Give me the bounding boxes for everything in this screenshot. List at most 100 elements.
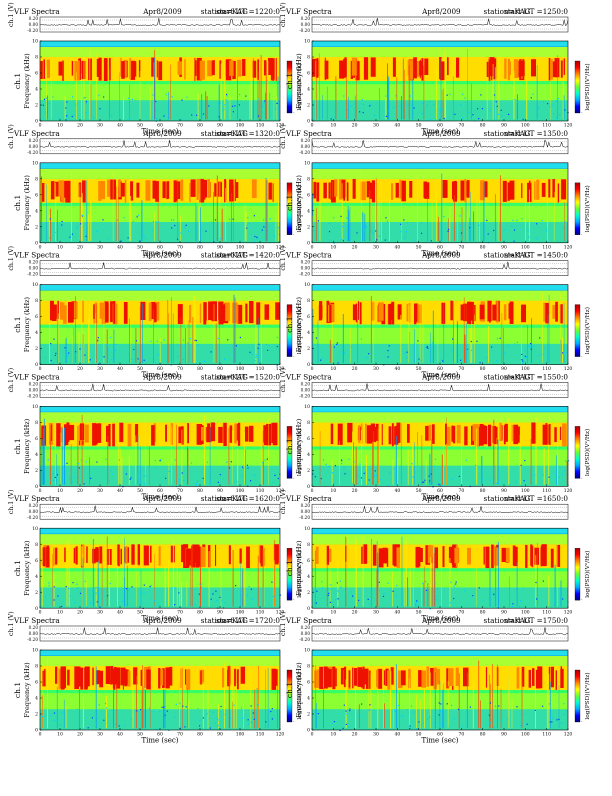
x-axis-label: Time (sec) — [421, 128, 458, 136]
emission-patch — [69, 424, 75, 441]
noise-speckle — [336, 342, 339, 344]
cutoff-band-layer — [312, 162, 568, 169]
noise-speckle — [248, 586, 250, 588]
noise-speckle — [50, 343, 52, 345]
x-tick-label: 60 — [437, 244, 443, 250]
emission-patch — [467, 547, 471, 565]
emission-patch — [513, 546, 518, 567]
noise-speckle — [349, 710, 351, 712]
emission-patch — [439, 57, 442, 80]
emission-patch — [151, 425, 155, 446]
noise-speckle — [334, 116, 336, 118]
emission-patch — [92, 423, 97, 446]
emission-patch — [186, 669, 191, 690]
noise-speckle — [97, 341, 99, 343]
noise-speckle — [565, 460, 567, 462]
noise-speckle — [352, 595, 354, 597]
noise-speckle — [118, 725, 120, 727]
noise-speckle — [197, 708, 199, 710]
noise-speckle — [429, 608, 431, 610]
noise-speckle — [469, 227, 471, 229]
emission-patch — [414, 303, 417, 325]
emission-patch — [119, 183, 125, 197]
y-tick-label: 0 — [307, 484, 310, 490]
noise-speckle — [521, 353, 523, 356]
noise-speckle — [532, 93, 534, 95]
noise-speckle — [208, 105, 210, 107]
emission-patch — [60, 302, 63, 320]
emission-patch — [162, 668, 165, 688]
noise-speckle — [85, 102, 87, 104]
emission-patch — [98, 57, 102, 81]
noise-speckle — [236, 481, 238, 483]
noise-speckle — [333, 242, 335, 244]
noise-speckle — [442, 360, 444, 362]
noise-speckle — [90, 477, 92, 479]
cutoff-band-layer — [312, 41, 568, 47]
emission-patch — [62, 302, 65, 320]
y-axis-label: Frequency (kHz) — [23, 296, 31, 352]
emission-patch — [58, 180, 62, 197]
noise-speckle — [363, 472, 365, 475]
y-tick-label: 10 — [32, 404, 38, 410]
low-band-layer — [312, 465, 568, 487]
noise-speckle — [346, 108, 348, 110]
emission-patch — [352, 667, 354, 689]
x-tick-label: 100 — [236, 488, 245, 494]
noise-speckle — [224, 713, 226, 716]
panel-start-time: start UT =1620:0 — [216, 494, 280, 503]
noise-speckle — [198, 100, 200, 102]
noise-speckle — [426, 104, 428, 106]
noise-speckle — [254, 360, 256, 362]
x-tick-label: 10 — [330, 488, 336, 494]
panel-date: Apr8/2009 — [142, 7, 182, 16]
x-tick-label: 60 — [437, 123, 443, 129]
y-tick-label: 6 — [307, 192, 310, 198]
panel-station: station=KAG — [201, 372, 248, 381]
emission-patch — [80, 667, 84, 690]
emission-patch — [521, 666, 525, 687]
colorbar-tick: - — [581, 597, 583, 602]
emission-patch — [169, 666, 173, 686]
noise-speckle — [263, 226, 265, 228]
emission-patch — [79, 58, 81, 80]
emission-patch — [67, 669, 70, 686]
waveform-axis-label: ch.1 (V) — [280, 2, 287, 27]
noise-speckle — [524, 355, 526, 357]
emission-patch — [355, 61, 360, 81]
low-band-layer — [40, 587, 280, 609]
noise-speckle — [180, 232, 182, 234]
noise-speckle — [132, 98, 134, 100]
noise-speckle — [248, 723, 250, 725]
noise-speckle — [356, 475, 358, 477]
panel-title: VLF Spectra — [13, 251, 60, 260]
noise-speckle — [491, 346, 493, 348]
noise-speckle — [52, 96, 54, 98]
noise-speckle — [478, 118, 480, 120]
emission-patch — [499, 422, 502, 442]
noise-speckle — [545, 230, 548, 232]
noise-speckle — [85, 235, 87, 237]
noise-speckle — [155, 100, 157, 103]
noise-speckle — [392, 590, 394, 592]
emission-patch — [237, 304, 243, 324]
noise-speckle — [195, 340, 198, 342]
noise-speckle — [276, 336, 278, 339]
panel-date: Apr8/2009 — [142, 251, 182, 260]
noise-speckle — [384, 239, 386, 241]
mid-band-layer — [312, 327, 568, 344]
x-tick-label: 40 — [394, 610, 400, 616]
y-axis-label: Frequency (kHz) — [23, 53, 31, 109]
noise-speckle — [202, 477, 204, 479]
noise-speckle — [227, 339, 229, 341]
noise-speckle — [374, 115, 376, 117]
noise-speckle — [229, 218, 231, 220]
emission-patch — [242, 59, 246, 76]
y-axis-channel-label: ch.1 — [285, 73, 294, 89]
noise-speckle — [239, 93, 241, 96]
emission-patch — [272, 60, 275, 81]
noise-speckle — [370, 230, 372, 232]
x-tick-label: 70 — [458, 732, 464, 738]
emission-patch — [78, 182, 83, 198]
noise-speckle — [447, 228, 450, 230]
